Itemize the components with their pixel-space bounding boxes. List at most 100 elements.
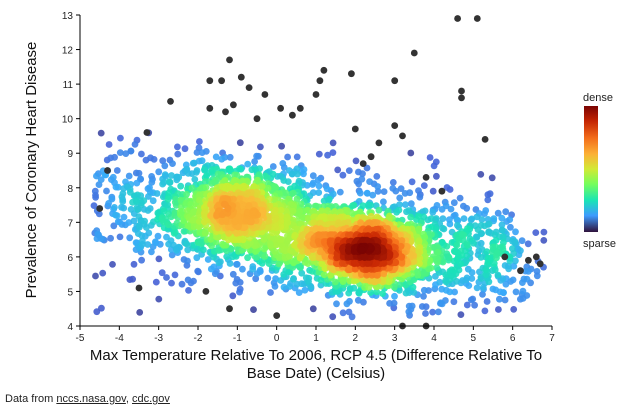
outlier-point [458,87,465,95]
data-point [380,188,388,196]
outlier-point [206,77,214,85]
x-tick-label: 5 [471,333,477,344]
data-point [293,195,301,203]
data-point [540,228,548,236]
outlier-point [422,174,430,181]
outlier-point [261,91,269,98]
data-point [346,265,354,273]
data-point [427,215,435,223]
data-point [401,190,409,197]
data-point [481,307,489,315]
data-point [130,260,138,268]
data-point [249,209,257,216]
data-point [116,149,124,157]
data-point [397,185,405,193]
data-point [460,215,468,223]
data-point [479,284,487,291]
data-point [391,292,398,300]
y-tick-label: 8 [67,184,73,195]
data-point [295,289,303,296]
data-point [501,296,509,304]
data-point [348,313,356,321]
data-point [451,288,458,296]
source-link-cdc[interactable]: cdc.gov [132,393,170,405]
data-point [375,206,383,214]
data-point [149,197,157,205]
data-point [327,271,334,279]
outlier-point [458,94,465,102]
data-point [429,308,436,316]
y-tick-label: 4 [67,322,73,333]
data-point [396,281,404,288]
outlier-point [222,108,229,116]
data-point [113,167,121,174]
data-point [97,176,105,184]
data-point [320,271,328,279]
data-point [339,278,347,285]
data-point [507,223,514,231]
data-point [410,252,417,259]
data-point [261,252,269,260]
data-point [191,176,199,183]
data-point [202,184,210,191]
data-point [194,267,202,275]
data-point [510,306,518,313]
outlier-point [316,77,324,85]
data-point [494,271,502,279]
data-point [524,240,532,248]
data-point [93,235,101,243]
data-point [184,246,192,254]
data-point [465,282,473,289]
data-point [435,308,442,316]
data-point [363,190,371,197]
data-point [366,178,373,186]
data-point [474,226,482,234]
data-point [397,242,405,250]
legend-low-label: sparse [583,238,616,250]
data-point [177,182,185,190]
data-point [482,266,490,274]
density-legend: dense sparse [583,92,616,250]
data-point [458,230,466,238]
data-point [478,216,486,223]
data-point [345,167,353,175]
data-point [162,172,170,180]
data-point [364,237,371,245]
data-point [439,215,447,223]
data-point [505,265,512,273]
source-separator: , [125,393,132,405]
data-point [434,249,442,256]
data-point [99,269,107,277]
data-point [463,204,471,212]
data-point [193,254,201,262]
data-point [373,173,381,180]
data-point [447,205,455,213]
data-point [407,213,415,221]
data-point [418,303,426,310]
data-point [116,218,123,226]
data-point [196,191,204,199]
data-point [373,288,380,296]
outlier-point [135,284,143,292]
data-point [520,275,528,283]
data-point [144,207,152,214]
data-point [510,262,518,270]
data-point [398,258,405,266]
data-point [294,170,301,178]
data-point [358,246,366,254]
data-point [110,222,118,230]
data-point [291,231,299,239]
data-point [443,184,451,191]
data-point [174,143,181,151]
outlier-point [410,49,418,57]
data-point [477,275,485,282]
outlier-point [391,77,399,85]
outlier-point [391,122,399,129]
data-point [280,164,288,171]
source-link-nasa[interactable]: nccs.nasa.gov [56,393,126,405]
data-point [155,255,163,263]
data-point [134,206,142,214]
data-point [324,151,331,159]
y-tick-label: 13 [62,11,74,22]
data-point [450,257,458,265]
